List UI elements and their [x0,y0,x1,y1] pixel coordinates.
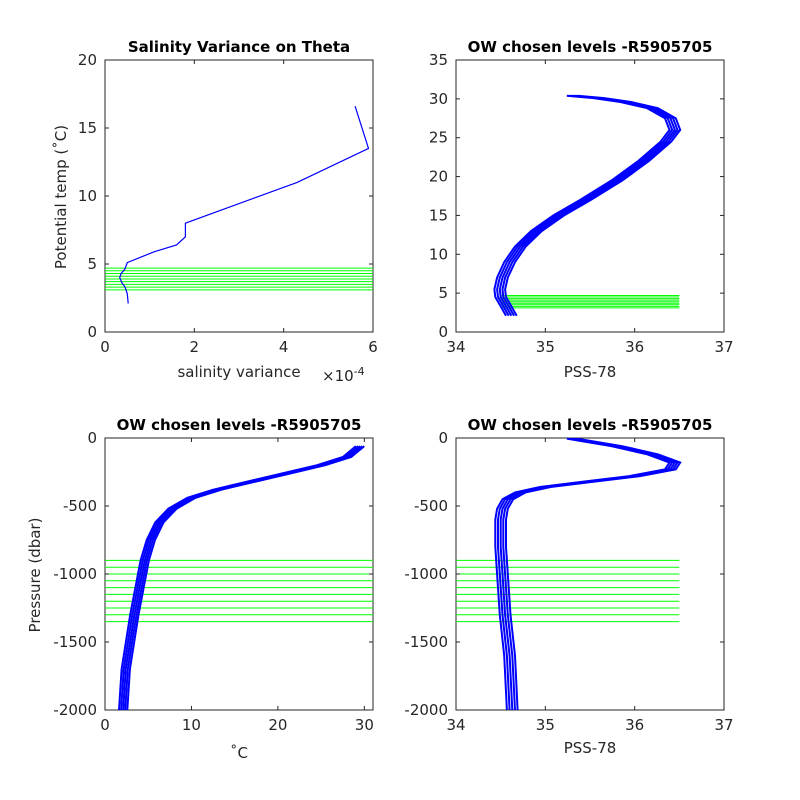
chart-title: OW chosen levels -R5905705 [117,416,362,434]
chart-title: OW chosen levels -R5905705 [468,38,713,56]
y-tick-label: 15 [78,119,97,137]
y-tick-label: -1000 [53,565,97,583]
plot-area: 34 35 36 37 0 -500 -1000 -1500 -2000 [404,429,733,734]
y-tick-label: -2000 [404,701,448,719]
x-tick-label: 30 [355,716,374,734]
y-tick-label: -500 [63,497,97,515]
y-tick-label: -1000 [404,565,448,583]
y-tick-label: 30 [429,90,448,108]
y-tick-label: 15 [429,206,448,224]
x-tick-label: 37 [714,338,733,356]
x-axis-exponent: ×10-4 [322,365,365,385]
x-axis-label: PSS-78 [564,739,617,757]
y-tick-label: -500 [414,497,448,515]
panel-theta-vs-salinity: OW chosen levels -R5905705 34 35 36 37 0 5 10 1… [429,38,734,381]
x-tick-label: 35 [536,338,555,356]
plot-area: 34 35 36 37 0 5 10 15 20 25 30 35 [429,51,734,356]
x-axis-label: ˚C [230,744,248,762]
x-tick-label: 35 [536,716,555,734]
y-tick-label: 0 [438,323,448,341]
y-tick-label: 35 [429,51,448,69]
y-tick-label: 0 [87,323,97,341]
x-tick-label: 34 [446,338,465,356]
y-tick-label: -2000 [53,701,97,719]
x-tick-label: 4 [279,338,289,356]
axes-box [104,59,374,333]
y-tick-label: 5 [438,284,448,302]
x-axis-label: PSS-78 [564,363,617,381]
panel-pressure-vs-temperature: OW chosen levels -R5905705 0 10 20 30 0 -500 -… [26,416,374,762]
x-axis-label: salinity variance [177,363,300,381]
y-tick-label: 10 [78,187,97,205]
series-line [504,94,682,317]
plot-area: 0 2 4 6 0 5 10 15 20 [78,51,378,356]
x-tick-label: 2 [190,338,200,356]
series-line [505,437,682,711]
x-tick-label: 36 [625,716,644,734]
y-tick-label: 10 [429,245,448,263]
y-axis-label: Potential temp (˚C) [52,125,70,269]
y-axis-label: Pressure (dbar) [26,518,44,633]
x-tick-label: 34 [446,716,465,734]
x-tick-label: 0 [100,716,110,734]
series-line [126,445,365,711]
x-tick-label: 6 [368,338,378,356]
y-tick-label: 25 [429,129,448,147]
y-tick-label: 0 [87,429,97,447]
y-tick-label: -1500 [404,633,448,651]
x-tick-label: 10 [182,716,201,734]
series-line [119,106,370,304]
x-tick-label: 0 [100,338,110,356]
y-tick-label: 0 [438,429,448,447]
x-tick-label: 37 [714,716,733,734]
x-tick-label: 36 [625,338,644,356]
y-tick-label: 20 [78,51,97,69]
panel-pressure-vs-salinity: OW chosen levels -R5905705 34 35 36 37 0 -500… [404,416,733,757]
plot-area: 0 10 20 30 0 -500 -1000 -1500 -2000 [53,429,373,734]
y-tick-label: 5 [87,255,97,273]
chart-title: OW chosen levels -R5905705 [468,416,713,434]
chart-title: Salinity Variance on Theta [128,38,350,56]
panel-salinity-variance: Salinity Variance on Theta 0 2 4 605101520 … [52,38,378,385]
x-tick-label: 20 [268,716,287,734]
y-tick-label: 20 [429,168,448,186]
y-tick-label: -1500 [53,633,97,651]
